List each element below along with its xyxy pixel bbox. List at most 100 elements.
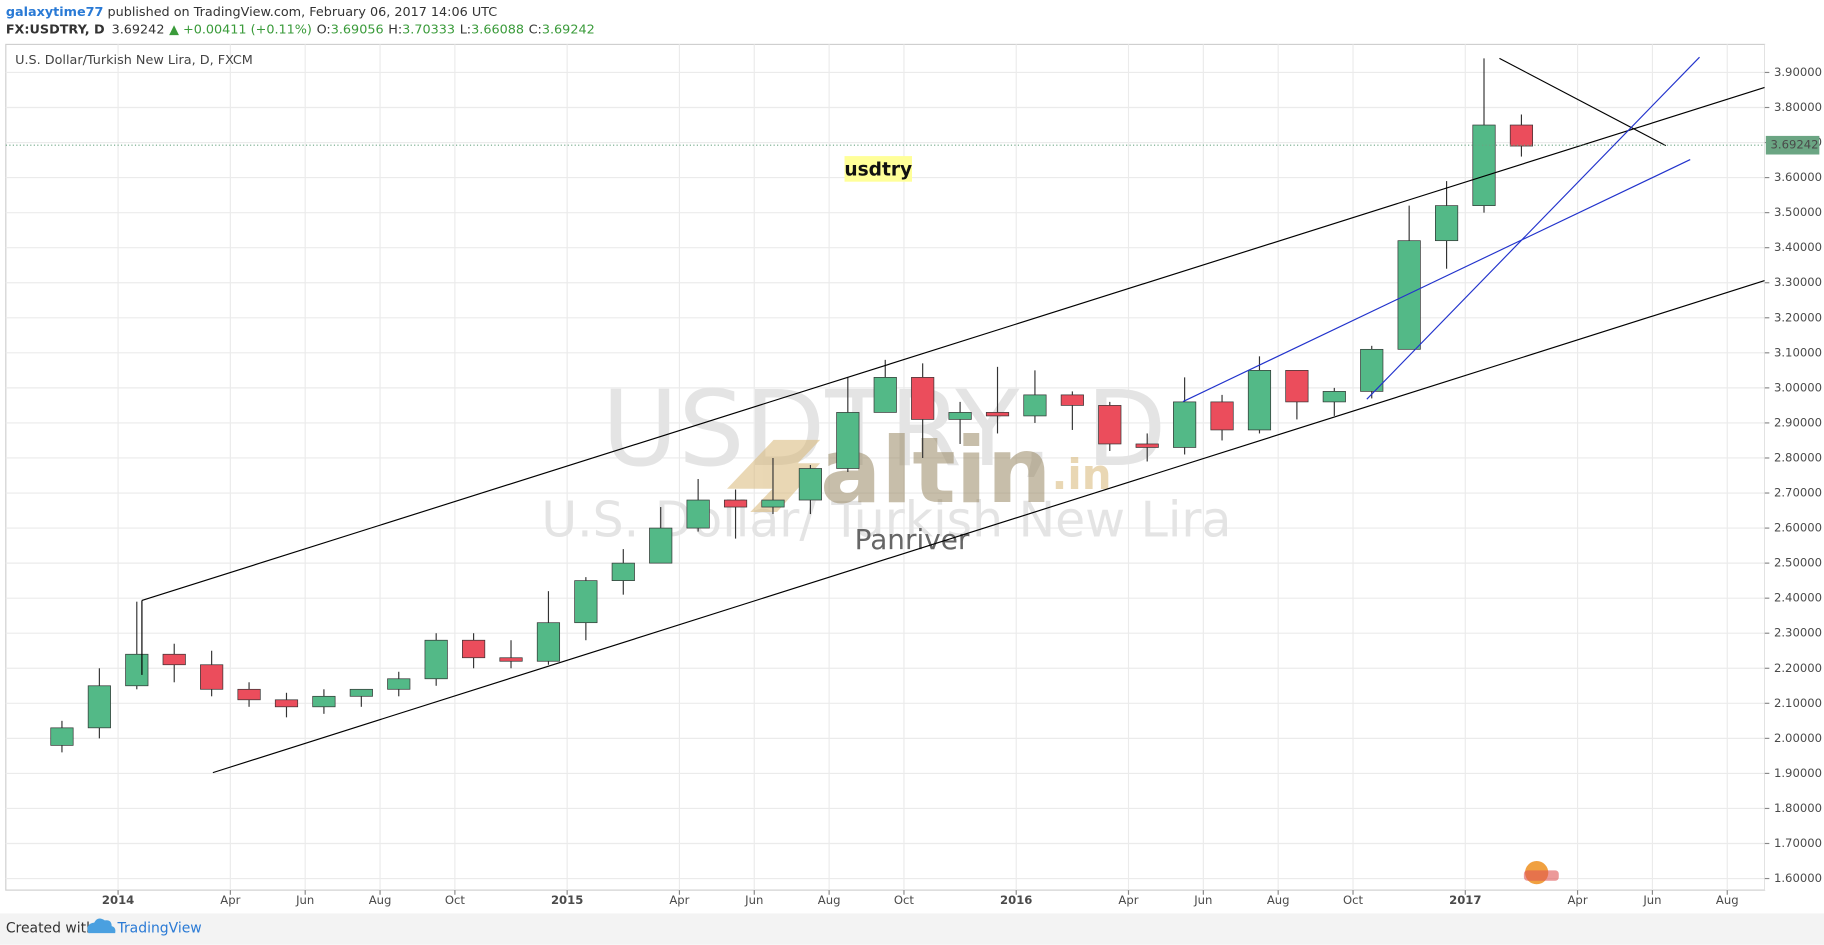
y-tick-label: 1.60000 — [1774, 871, 1822, 885]
last-price-label: 3.69242 — [1770, 138, 1818, 152]
candle-body — [87, 685, 111, 729]
x-tick-label: Oct — [1343, 893, 1364, 907]
y-tick-label: 2.00000 — [1774, 731, 1822, 745]
candle-body — [312, 695, 336, 708]
candle-body — [536, 622, 561, 662]
candle-body — [125, 653, 149, 687]
candle-body — [1210, 401, 1234, 431]
y-tick-label: 2.90000 — [1774, 415, 1822, 429]
candle-body — [462, 639, 486, 659]
x-tick-label: Apr — [220, 893, 240, 907]
chart-pane — [5, 43, 1766, 891]
x-tick-label: Apr — [1567, 893, 1587, 907]
resistance-line — [1499, 57, 1667, 147]
candle-body — [611, 562, 635, 581]
candle-body — [985, 412, 1010, 417]
candle-body — [349, 688, 373, 697]
published: published on TradingView.com, February 0… — [103, 4, 497, 19]
candles — [50, 58, 1534, 753]
x-tick-label: Jun — [744, 893, 763, 907]
x-tick-label: Jun — [1642, 893, 1661, 907]
note-box — [844, 156, 912, 182]
candle-body — [836, 412, 860, 469]
blue-trend — [1366, 56, 1700, 400]
y-tick-label: 2.60000 — [1774, 521, 1822, 535]
ohlc-label: C: — [529, 22, 542, 37]
channel-top — [141, 86, 1765, 602]
y-tick-label: 3.50000 — [1774, 205, 1822, 219]
y-tick-label: 3.40000 — [1774, 240, 1822, 254]
symbol: FX:USDTRY, D — [6, 22, 105, 37]
ohlc-label: O: — [317, 22, 331, 37]
candle-body — [1435, 205, 1459, 242]
footer-bar — [0, 913, 1824, 945]
candle-body — [50, 727, 74, 746]
y-tick-label: 2.80000 — [1774, 450, 1822, 464]
last-price-box — [1765, 135, 1820, 155]
ohlc-value: 3.70333 — [402, 22, 455, 37]
note: usdtry — [844, 160, 912, 181]
x-tick-label: Apr — [669, 893, 689, 907]
y-tick-label: 2.30000 — [1774, 626, 1822, 640]
footer-created: Created with — [6, 921, 95, 937]
y-tick-label: 3.30000 — [1774, 275, 1822, 289]
candle-body — [1397, 240, 1421, 350]
candle-body — [1322, 391, 1346, 403]
candle-body — [1247, 370, 1272, 431]
y-tick-label: 2.40000 — [1774, 591, 1822, 605]
header-bar — [0, 0, 1824, 43]
x-tick-label: Aug — [1716, 893, 1739, 907]
x-tick-label: Apr — [1118, 893, 1138, 907]
y-tick-label: 3.90000 — [1774, 65, 1822, 79]
x-tick-label: Aug — [1267, 893, 1290, 907]
tv-logo — [87, 918, 116, 934]
ohlc-label: L: — [460, 22, 471, 37]
candle-body — [1509, 124, 1534, 147]
channel-bottom — [212, 280, 1765, 774]
drawings — [141, 56, 1765, 774]
logo-icon — [727, 439, 821, 513]
y-tick-label: 2.50000 — [1774, 556, 1822, 570]
price-axis — [1764, 44, 1824, 891]
candle-body — [911, 377, 935, 420]
x-tick-label: Jun — [295, 893, 314, 907]
candle-body — [499, 657, 523, 662]
candle-body — [1023, 394, 1047, 417]
x-tick-label: Oct — [445, 893, 466, 907]
y-tick-label: 2.10000 — [1774, 696, 1822, 710]
event-icon — [1523, 861, 1559, 885]
y-tick-label: 3.10000 — [1774, 345, 1822, 359]
y-tick-label: 3.80000 — [1774, 100, 1822, 114]
x-tick-label: 2017 — [1449, 893, 1481, 907]
candle-body — [574, 580, 598, 624]
footer-brand[interactable]: TradingView — [116, 921, 201, 937]
chart-title: U.S. Dollar/Turkish New Lira, D, FXCM — [15, 53, 253, 68]
event-band — [1523, 870, 1559, 881]
candle-body — [200, 664, 224, 690]
y-tick-label: 3.60000 — [1774, 170, 1822, 184]
ohlc-value: 3.66088 — [471, 22, 524, 37]
logo-suffix: .in — [1051, 450, 1111, 499]
candle-body — [649, 527, 673, 564]
header-line-2: FX:USDTRY, D 3.69242 ▲ +0.00411 (+0.11%) O:… — [6, 22, 595, 37]
x-tick-label: Oct — [894, 893, 915, 907]
candle-body — [1060, 394, 1084, 406]
x-tick-label: 2016 — [1000, 893, 1032, 907]
x-tick-label: Aug — [818, 893, 841, 907]
y-tick-label: 3.00000 — [1774, 380, 1822, 394]
candle-body — [723, 499, 748, 508]
candle-body — [237, 688, 261, 701]
x-tick-label: 2015 — [551, 893, 583, 907]
candle-body — [873, 377, 897, 413]
blue-trend — [1182, 159, 1691, 403]
candle-body — [686, 499, 710, 529]
last: 3.69242 — [112, 22, 165, 37]
y-tick-label: 3.20000 — [1774, 310, 1822, 324]
candle-body — [1135, 443, 1159, 448]
author[interactable]: galaxytime77 — [6, 4, 104, 19]
ohlc-label: H: — [388, 22, 402, 37]
candle-body — [1472, 124, 1496, 206]
ohlc-value: 3.69242 — [542, 22, 595, 37]
